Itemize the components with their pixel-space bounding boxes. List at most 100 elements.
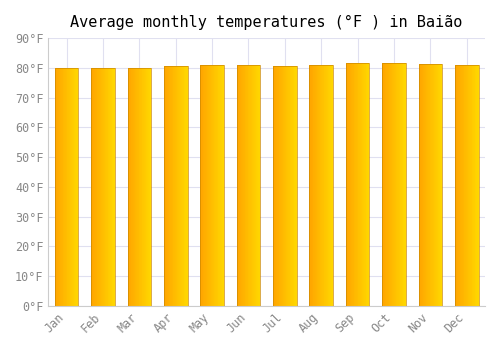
Bar bbox=[175, 66, 176, 306]
Bar bbox=[362, 63, 363, 306]
Bar bbox=[328, 65, 329, 306]
Bar bbox=[473, 65, 474, 306]
Bar bbox=[251, 65, 252, 306]
Bar bbox=[248, 65, 250, 306]
Bar bbox=[467, 65, 468, 306]
Bar bbox=[220, 65, 221, 306]
Bar bbox=[315, 65, 316, 306]
Bar bbox=[394, 63, 395, 306]
Bar bbox=[418, 64, 442, 306]
Bar bbox=[208, 65, 209, 306]
Bar bbox=[322, 65, 323, 306]
Bar bbox=[201, 65, 202, 306]
Bar bbox=[360, 63, 361, 306]
Bar bbox=[56, 68, 57, 306]
Bar bbox=[181, 66, 182, 306]
Bar bbox=[236, 65, 238, 306]
Bar bbox=[137, 68, 138, 306]
Bar bbox=[92, 68, 94, 306]
Bar bbox=[323, 65, 324, 306]
Bar bbox=[477, 65, 478, 306]
Bar bbox=[205, 65, 206, 306]
Bar bbox=[287, 66, 288, 306]
Bar bbox=[466, 65, 467, 306]
Bar bbox=[384, 63, 386, 306]
Bar bbox=[110, 68, 111, 306]
Bar bbox=[357, 63, 358, 306]
Bar bbox=[74, 68, 75, 306]
Bar bbox=[366, 63, 367, 306]
Bar bbox=[405, 63, 406, 306]
Bar bbox=[147, 68, 148, 306]
Bar bbox=[141, 68, 142, 306]
Bar bbox=[431, 64, 432, 306]
Bar bbox=[435, 64, 436, 306]
Bar bbox=[455, 65, 456, 306]
Bar bbox=[393, 63, 394, 306]
Bar bbox=[99, 68, 100, 306]
Bar bbox=[73, 68, 74, 306]
Bar bbox=[142, 68, 144, 306]
Bar bbox=[214, 65, 216, 306]
Bar bbox=[144, 68, 145, 306]
Bar bbox=[288, 66, 289, 306]
Bar bbox=[253, 65, 254, 306]
Bar bbox=[186, 66, 187, 306]
Bar bbox=[130, 68, 132, 306]
Bar bbox=[318, 65, 319, 306]
Bar bbox=[398, 63, 399, 306]
Bar bbox=[426, 64, 428, 306]
Bar bbox=[429, 64, 430, 306]
Bar bbox=[463, 65, 464, 306]
Bar bbox=[399, 63, 400, 306]
Bar bbox=[254, 65, 255, 306]
Bar bbox=[145, 68, 146, 306]
Bar bbox=[72, 68, 73, 306]
Bar bbox=[91, 68, 115, 306]
Bar bbox=[179, 66, 180, 306]
Bar bbox=[218, 65, 219, 306]
Bar bbox=[212, 65, 213, 306]
Bar bbox=[292, 66, 293, 306]
Bar bbox=[418, 64, 420, 306]
Bar bbox=[440, 64, 442, 306]
Bar bbox=[242, 65, 243, 306]
Bar bbox=[54, 68, 56, 306]
Bar bbox=[422, 64, 424, 306]
Bar bbox=[400, 63, 401, 306]
Bar bbox=[239, 65, 240, 306]
Bar bbox=[113, 68, 114, 306]
Bar bbox=[223, 65, 224, 306]
Bar bbox=[164, 66, 188, 306]
Bar bbox=[273, 66, 296, 306]
Bar bbox=[359, 63, 360, 306]
Bar bbox=[476, 65, 477, 306]
Bar bbox=[352, 63, 353, 306]
Bar bbox=[138, 68, 140, 306]
Bar bbox=[134, 68, 136, 306]
Bar bbox=[430, 64, 431, 306]
Bar bbox=[58, 68, 59, 306]
Bar bbox=[436, 64, 438, 306]
Bar bbox=[247, 65, 248, 306]
Bar bbox=[311, 65, 312, 306]
Bar bbox=[312, 65, 314, 306]
Bar bbox=[396, 63, 397, 306]
Bar bbox=[397, 63, 398, 306]
Bar bbox=[368, 63, 370, 306]
Bar bbox=[314, 65, 315, 306]
Bar bbox=[256, 65, 257, 306]
Bar bbox=[291, 66, 292, 306]
Bar bbox=[434, 64, 435, 306]
Bar bbox=[219, 65, 220, 306]
Bar bbox=[96, 68, 98, 306]
Bar bbox=[289, 66, 290, 306]
Bar bbox=[294, 66, 295, 306]
Bar bbox=[103, 68, 104, 306]
Bar bbox=[459, 65, 460, 306]
Bar bbox=[455, 65, 478, 306]
Bar bbox=[460, 65, 462, 306]
Bar bbox=[354, 63, 356, 306]
Bar bbox=[464, 65, 465, 306]
Bar bbox=[439, 64, 440, 306]
